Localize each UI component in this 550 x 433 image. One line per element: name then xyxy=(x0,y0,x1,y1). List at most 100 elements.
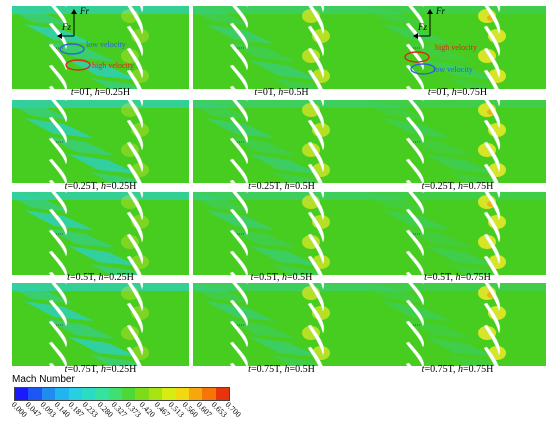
blade xyxy=(48,116,67,144)
blade xyxy=(126,324,144,356)
low-velocity-region xyxy=(227,228,297,248)
colorbar-swatch xyxy=(55,388,69,400)
blade xyxy=(246,6,248,8)
blade xyxy=(320,6,325,13)
colorbar-swatch xyxy=(95,388,109,400)
colorbar-swatch xyxy=(81,388,96,400)
low-velocity-region xyxy=(46,319,116,339)
blade xyxy=(405,208,424,236)
panel-caption: t=0.25T, h=0.5H xyxy=(248,181,315,192)
time-value: 0.5T xyxy=(432,272,451,283)
blade xyxy=(48,271,55,275)
blade xyxy=(496,6,501,13)
time-value: 0T xyxy=(436,87,447,98)
low-velocity-region xyxy=(425,337,495,357)
low-velocity-region xyxy=(193,193,253,212)
blade xyxy=(308,6,325,35)
blade xyxy=(48,137,67,165)
height-value: 0.25H xyxy=(111,181,137,192)
low-velocity-region xyxy=(90,78,141,89)
low-velocity-band xyxy=(369,6,546,14)
blade xyxy=(483,255,499,275)
low-velocity-region xyxy=(271,355,322,366)
colorbar-swatch xyxy=(175,388,189,400)
panel-caption: t=0.75T, h=0.5H xyxy=(248,364,315,375)
blade xyxy=(126,346,142,366)
blade xyxy=(65,100,67,102)
low-velocity-band xyxy=(369,100,546,108)
blade xyxy=(232,6,248,29)
blade xyxy=(483,141,501,173)
low-velocity-label: low velocity xyxy=(433,65,473,74)
low-velocity-band xyxy=(193,192,370,200)
blade xyxy=(126,163,142,183)
panel-caption: t=0.25T, h=0.25H xyxy=(64,181,137,192)
blade xyxy=(405,229,424,257)
blade xyxy=(232,192,248,215)
blade xyxy=(308,192,325,221)
blade xyxy=(320,283,325,290)
time-value: 0.25T xyxy=(73,181,96,192)
blade xyxy=(483,163,499,183)
colorbar-swatch xyxy=(68,388,82,400)
low-velocity-band xyxy=(369,192,546,200)
blade xyxy=(232,283,248,306)
blade xyxy=(307,163,323,183)
blade xyxy=(229,137,248,165)
blade xyxy=(65,283,67,285)
panel-caption: t=0.5T, h=0.75H xyxy=(424,272,491,283)
low-velocity-region xyxy=(369,284,429,303)
low-velocity-region xyxy=(403,136,473,156)
blade xyxy=(405,22,424,50)
blade xyxy=(483,211,501,243)
low-velocity-region xyxy=(193,7,253,26)
blade xyxy=(229,158,248,183)
low-velocity-band xyxy=(12,192,189,200)
time-value: 0.5T xyxy=(75,272,94,283)
blade xyxy=(126,141,144,173)
blade xyxy=(48,208,67,236)
low-velocity-region xyxy=(193,284,253,303)
blade xyxy=(246,283,248,285)
low-velocity-region xyxy=(425,60,495,80)
blade xyxy=(229,22,248,50)
blade xyxy=(307,141,325,173)
blade xyxy=(139,6,144,13)
blade xyxy=(229,208,248,236)
low-velocity-region xyxy=(271,172,322,183)
panel-caption: t=0T, h=0.5H xyxy=(254,87,309,98)
blade xyxy=(405,362,412,366)
blade xyxy=(127,6,144,35)
height-value: 0.25H xyxy=(109,272,134,283)
contour-panel xyxy=(12,100,189,183)
blade xyxy=(483,346,499,366)
blade xyxy=(229,299,248,327)
blade xyxy=(483,119,501,151)
low-velocity-band xyxy=(12,100,189,108)
low-velocity-label: low velocity xyxy=(86,40,126,49)
blade xyxy=(307,302,325,334)
blade xyxy=(483,324,501,356)
blade xyxy=(229,116,248,144)
blade xyxy=(126,69,142,89)
blade xyxy=(405,158,424,183)
height-value: 0.5H xyxy=(292,272,313,283)
blade xyxy=(496,192,501,199)
blade xyxy=(229,341,248,366)
colorbar-swatch xyxy=(188,388,203,400)
blade xyxy=(229,362,236,366)
high-velocity-label: high velocity xyxy=(435,43,477,52)
blade xyxy=(422,283,424,285)
low-velocity-region xyxy=(46,136,116,156)
low-velocity-band xyxy=(193,283,370,291)
blade xyxy=(48,362,55,366)
blade xyxy=(51,283,67,306)
colorbar-tick-label: 0.700 xyxy=(223,400,243,420)
colorbar-swatch xyxy=(215,388,229,400)
blade xyxy=(126,233,144,265)
high-velocity-marker xyxy=(65,59,91,71)
blade xyxy=(51,192,67,215)
blade xyxy=(408,6,424,29)
coordinate-axes-icon xyxy=(57,9,77,39)
blade xyxy=(126,211,144,243)
